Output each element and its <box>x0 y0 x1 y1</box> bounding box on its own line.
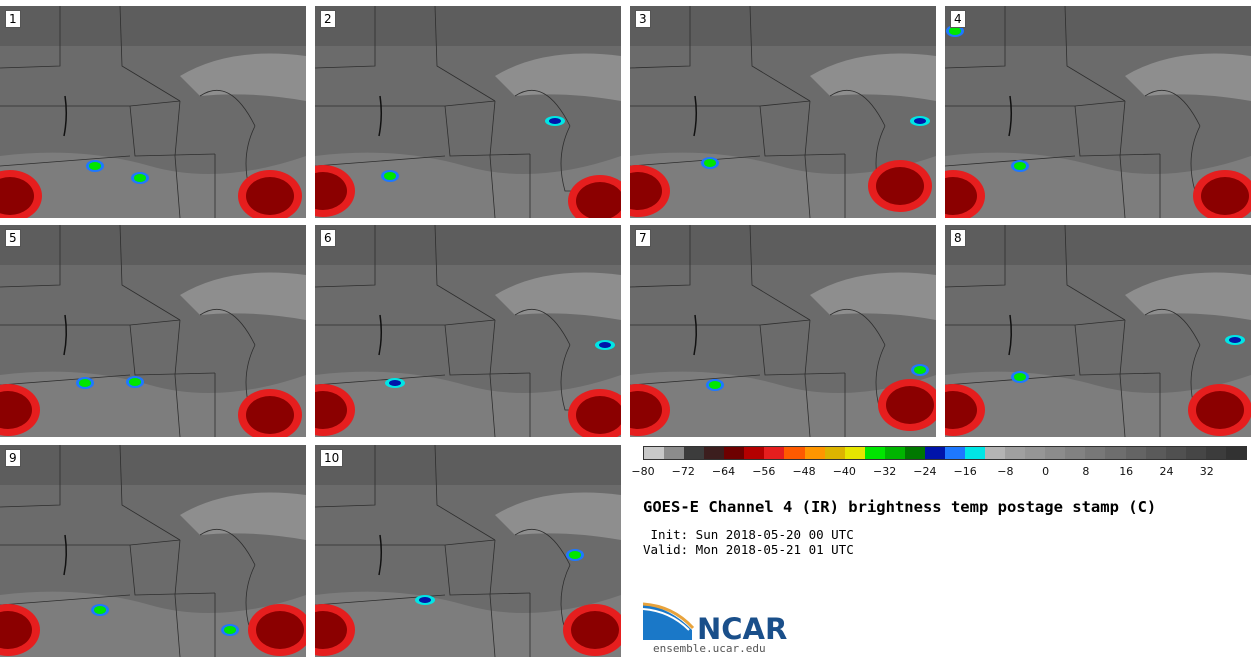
colorbar-segment <box>1185 447 1206 459</box>
figure-title: GOES-E Channel 4 (IR) brightness temp po… <box>643 498 1157 516</box>
satellite-map <box>945 225 1251 437</box>
map-panel: 1 <box>0 6 306 218</box>
colorbar-segment <box>1105 447 1126 459</box>
colorbar-segment <box>804 447 825 459</box>
colorbar-segment <box>704 447 725 459</box>
colorbar-segment <box>1125 447 1146 459</box>
colorbar-ticks: −80 −72 −64 −56 −48 −40 −32 −24 −16 −8 0 8 16 24 32 <box>631 465 1247 481</box>
colorbar-segment <box>764 447 785 459</box>
map-panel: 7 <box>630 225 936 437</box>
panel-label: 7 <box>635 229 651 247</box>
colorbar-tick-label: −24 <box>913 465 937 478</box>
colorbar-segment <box>944 447 965 459</box>
colorbar-segment <box>744 447 765 459</box>
satellite-map <box>0 445 306 657</box>
satellite-map <box>630 6 936 218</box>
colorbar-segment <box>1025 447 1046 459</box>
colorbar-tick-label: −40 <box>832 465 856 478</box>
colorbar-tick-label: −80 <box>631 465 655 478</box>
colorbar-segment <box>1225 447 1246 459</box>
colorbar-segment <box>824 447 845 459</box>
colorbar-segment <box>924 447 945 459</box>
colorbar-tick-label: −8 <box>997 465 1014 478</box>
map-panel: 9 <box>0 445 306 657</box>
satellite-map <box>945 6 1251 218</box>
colorbar-segment <box>1045 447 1066 459</box>
colorbar-segment <box>1165 447 1186 459</box>
map-panel: 8 <box>945 225 1251 437</box>
colorbar-tick-label: −16 <box>953 465 977 478</box>
colorbar-tick-label: −64 <box>711 465 736 478</box>
map-panel: 2 <box>315 6 621 218</box>
colorbar-segment <box>904 447 925 459</box>
map-panel: 5 <box>0 225 306 437</box>
satellite-map <box>315 225 621 437</box>
colorbar-segment <box>1005 447 1026 459</box>
colorbar-segment <box>784 447 805 459</box>
colorbar-segment <box>644 447 665 459</box>
panel-label: 10 <box>320 449 344 467</box>
colorbar-segment <box>864 447 885 459</box>
colorbar-segment <box>985 447 1006 459</box>
panel-label: 9 <box>5 449 21 467</box>
colorbar-segment <box>1205 447 1226 459</box>
colorbar-segment <box>1145 447 1166 459</box>
panel-label: 6 <box>320 229 336 247</box>
panel-label: 2 <box>320 10 336 28</box>
colorbar-segment <box>1065 447 1086 459</box>
colorbar-tick-label: 16 <box>1119 465 1134 478</box>
map-panel: 6 <box>315 225 621 437</box>
satellite-map <box>0 225 306 437</box>
panel-label: 3 <box>635 10 651 28</box>
satellite-map <box>0 6 306 218</box>
map-panel: 10 <box>315 445 621 657</box>
colorbar-tick-label: −48 <box>792 465 816 478</box>
colorbar-tick-label: 8 <box>1082 465 1090 478</box>
panel-label: 4 <box>950 10 966 28</box>
colorbar <box>643 446 1247 460</box>
map-panel: 3 <box>630 6 936 218</box>
colorbar-segment <box>884 447 905 459</box>
ncar-logo-text: NCAR <box>697 612 788 646</box>
colorbar-tick-label: −56 <box>752 465 776 478</box>
satellite-map <box>315 6 621 218</box>
ncar-logo-icon <box>643 602 695 640</box>
colorbar-tick-label: 24 <box>1159 465 1174 478</box>
colorbar-segment <box>965 447 986 459</box>
colorbar-segment <box>684 447 705 459</box>
colorbar-tick-label: −32 <box>872 465 897 478</box>
colorbar-tick-label: −72 <box>671 465 695 478</box>
panel-label: 5 <box>5 229 21 247</box>
colorbar-segment <box>844 447 865 459</box>
panel-label: 1 <box>5 10 21 28</box>
init-time: Init: Sun 2018-05-20 00 UTC <box>643 527 854 542</box>
colorbar-tick-label: 32 <box>1199 465 1214 478</box>
valid-time: Valid: Mon 2018-05-21 01 UTC <box>643 542 854 557</box>
colorbar-segment <box>1085 447 1106 459</box>
colorbar-segment <box>664 447 685 459</box>
colorbar-tick-label: 0 <box>1042 465 1050 478</box>
logo-url: ensemble.ucar.edu <box>653 642 766 655</box>
colorbar-segment <box>724 447 745 459</box>
panel-label: 8 <box>950 229 966 247</box>
satellite-map <box>315 445 621 657</box>
map-panel: 4 <box>945 6 1251 218</box>
satellite-map <box>630 225 936 437</box>
